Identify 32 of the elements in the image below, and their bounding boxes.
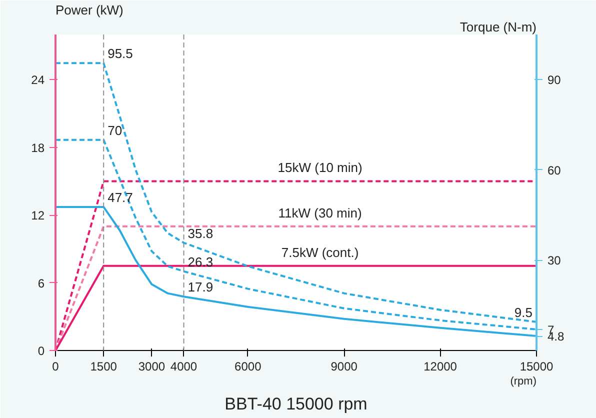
x-tick-label: 0	[52, 360, 60, 374]
y-tick-label: 18	[31, 140, 45, 155]
data-label: 95.5	[108, 46, 133, 62]
series-label: 11kW (30 min)	[278, 205, 362, 220]
y-tick-label: 6	[38, 276, 45, 290]
x-axis-title: (rpm)	[510, 376, 537, 388]
y-tick-label: 24	[31, 73, 45, 88]
line-series	[56, 62, 536, 323]
x-tick-label: 12000	[424, 360, 458, 374]
text: BBT-40 15000 rpm	[224, 394, 368, 414]
y-tick-label: 12	[31, 208, 45, 223]
line-series	[56, 206, 536, 338]
y-tick-label: 0	[38, 344, 45, 358]
x-tick-label: 9000	[330, 360, 358, 374]
x-tick-label: 15000	[520, 360, 554, 374]
data-label: 47.7	[108, 190, 133, 205]
series-label: 15kW (10 min)	[278, 160, 362, 176]
data-label: 9.5	[514, 304, 533, 320]
x-tick-label: 1500	[90, 360, 118, 374]
y2-axis-title: Torque (N-m)	[460, 20, 537, 34]
y-axis-title: Power (kW)	[56, 2, 124, 18]
data-label: 35.8	[188, 226, 214, 241]
data-label: 70	[108, 122, 122, 138]
x-tick-label: 4000	[170, 360, 198, 374]
x-tick-label: 6000	[234, 360, 262, 374]
y2-tick-label: 60	[548, 163, 562, 178]
y2-tick-label: 90	[548, 73, 562, 88]
line-series	[56, 138, 536, 330]
y2-tick-label: 30	[548, 254, 562, 268]
data-label: 17.9	[188, 280, 214, 295]
x-tick-label: 3000	[138, 360, 166, 374]
series-label: 7.5kW (cont.)	[281, 244, 359, 260]
